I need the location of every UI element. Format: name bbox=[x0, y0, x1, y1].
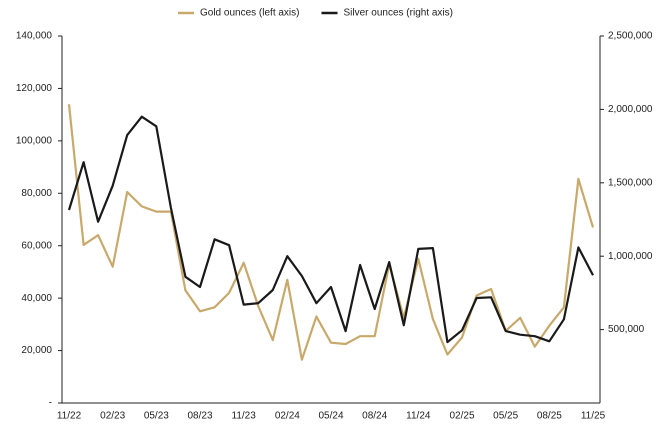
x-tick-label: 05/23 bbox=[144, 411, 169, 422]
x-tick-label: 11/23 bbox=[232, 411, 257, 422]
x-tick-label: 02/25 bbox=[449, 411, 474, 422]
x-tick-label: 02/23 bbox=[100, 411, 125, 422]
y2-tick-label: 1,000,000 bbox=[608, 251, 653, 262]
series-line bbox=[67, 104, 595, 361]
y-tick-label: 40,000 bbox=[21, 293, 52, 304]
y-tick-label: 100,000 bbox=[16, 135, 53, 146]
x-tick-label: 02/24 bbox=[275, 411, 300, 422]
y-tick-label: 60,000 bbox=[21, 240, 52, 251]
legend-label: Silver ounces (right axis) bbox=[344, 8, 453, 19]
y-tick-label: 140,000 bbox=[16, 31, 53, 42]
series-line bbox=[67, 115, 594, 344]
x-tick-label: 08/23 bbox=[187, 411, 212, 422]
y-tick-label: 20,000 bbox=[21, 345, 52, 356]
x-tick-label: 11/24 bbox=[406, 411, 431, 422]
legend-label: Gold ounces (left axis) bbox=[200, 8, 300, 19]
x-tick-label: 11/22 bbox=[57, 411, 82, 422]
y2-tick-label: 2,000,000 bbox=[608, 104, 653, 115]
y-tick-label: 120,000 bbox=[16, 83, 53, 94]
y-tick-label: 80,000 bbox=[21, 188, 52, 199]
x-tick-label: 08/24 bbox=[362, 411, 387, 422]
x-tick-label: 08/25 bbox=[537, 411, 562, 422]
y2-tick-label: 500,000 bbox=[608, 324, 645, 335]
y-tick-label: - bbox=[49, 398, 52, 409]
y2-tick-label: 2,500,000 bbox=[608, 31, 653, 42]
x-tick-label: 05/24 bbox=[318, 411, 343, 422]
x-tick-label: 11/25 bbox=[581, 411, 606, 422]
y2-tick-label: 1,500,000 bbox=[608, 177, 653, 188]
x-tick-label: 05/25 bbox=[493, 411, 518, 422]
